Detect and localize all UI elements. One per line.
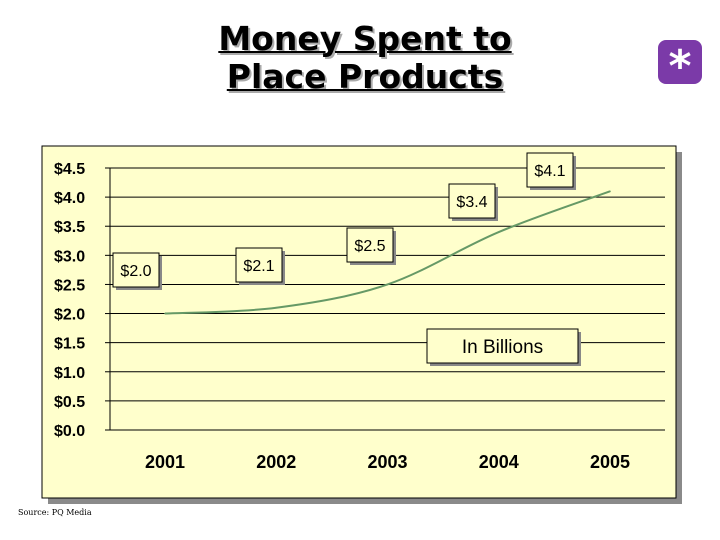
- data-label: $3.4: [456, 194, 487, 211]
- data-point: [275, 306, 278, 309]
- annotation-box: [426, 328, 579, 364]
- x-tick-label: 2002: [256, 452, 296, 472]
- y-tick-label: $1.5: [54, 336, 85, 353]
- x-tick-label: 2005: [590, 452, 630, 472]
- title-line-2: Place Products: [226, 57, 504, 96]
- data-label: $2.5: [354, 238, 385, 255]
- chart-title: Money Spent to Place Products: [130, 20, 600, 96]
- y-tick-label: $1.0: [54, 365, 85, 382]
- y-tick-label: $2.5: [54, 277, 85, 294]
- y-tick-label: $0.0: [54, 423, 85, 440]
- data-point: [386, 283, 389, 286]
- data-label: $2.0: [120, 263, 151, 280]
- plot-area: [41, 145, 677, 499]
- y-tick-label: $3.0: [54, 248, 85, 265]
- data-label-box: [235, 247, 283, 283]
- data-label: $2.1: [243, 258, 274, 275]
- data-label-box: [346, 227, 394, 263]
- data-point: [164, 312, 166, 315]
- data-point: [609, 190, 611, 193]
- x-tick-label: 2001: [145, 452, 185, 472]
- data-point: [497, 231, 500, 233]
- y-tick-label: $4.0: [54, 190, 85, 207]
- source-note: Source: PQ Media: [18, 508, 92, 517]
- title-line-1: Money Spent to: [218, 19, 512, 58]
- data-label-box: [112, 252, 160, 288]
- data-label-box: [448, 183, 496, 219]
- annotation-text: In Billions: [462, 337, 543, 358]
- x-tick-label: 2004: [479, 452, 519, 472]
- data-label: $4.1: [534, 163, 565, 180]
- data-label-box: [526, 152, 574, 188]
- y-tick-label: $0.5: [54, 394, 85, 411]
- y-tick-label: $2.0: [54, 307, 85, 324]
- asterisk-icon: *: [658, 40, 702, 92]
- y-tick-label: $3.5: [54, 219, 85, 236]
- x-tick-label: 2003: [367, 452, 407, 472]
- y-tick-label: $4.5: [54, 161, 85, 178]
